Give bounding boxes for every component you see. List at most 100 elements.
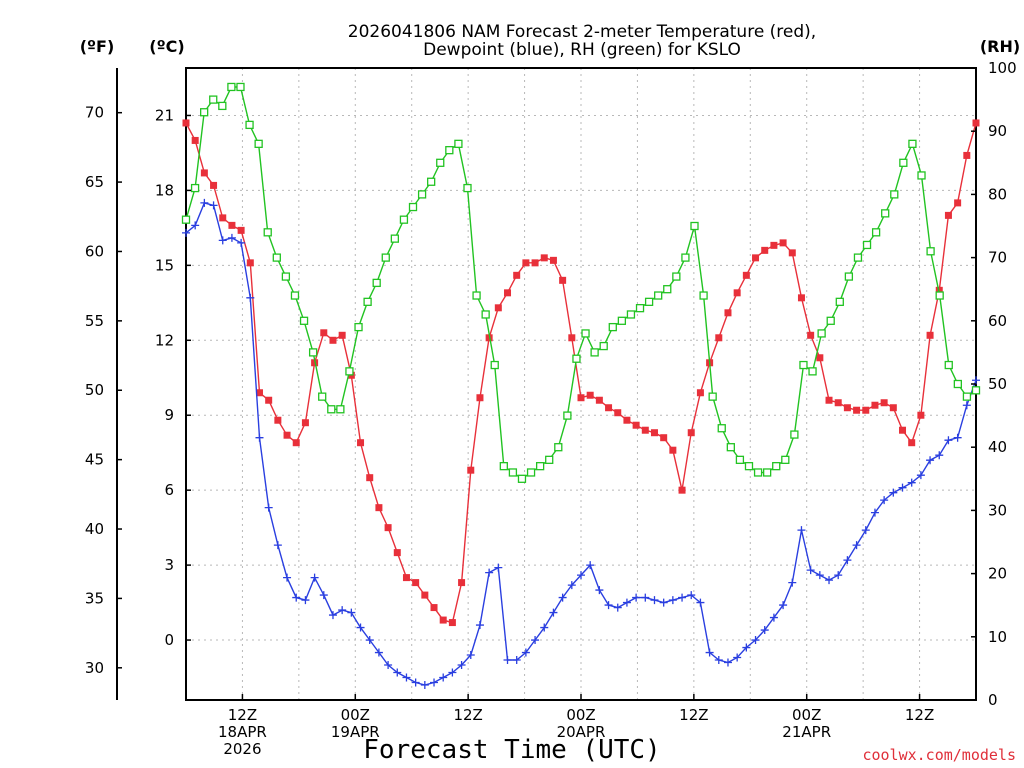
- data-point: [843, 404, 851, 412]
- data-point: [292, 593, 301, 602]
- data-point: [660, 434, 668, 442]
- data-point: [953, 379, 962, 389]
- x-tick-label: 00Z: [792, 706, 821, 724]
- data-point: [672, 272, 681, 281]
- data-point: [384, 524, 392, 532]
- data-point: [481, 310, 490, 319]
- data-point: [283, 431, 291, 439]
- data-point: [715, 334, 723, 342]
- data-point: [880, 399, 888, 407]
- data-point: [411, 678, 420, 687]
- rh-tick-label: 40: [988, 438, 1007, 456]
- dewpoint-series: [182, 198, 980, 690]
- data-point: [384, 661, 393, 670]
- data-point: [218, 236, 227, 245]
- data-point: [531, 259, 539, 267]
- data-point: [504, 289, 512, 297]
- data-point: [687, 429, 695, 437]
- data-point: [614, 409, 622, 417]
- data-point: [617, 316, 627, 325]
- data-point: [499, 462, 508, 471]
- data-point: [363, 297, 372, 306]
- rh-tick-label: 30: [988, 501, 1007, 519]
- data-point: [559, 276, 567, 284]
- data-point: [439, 673, 448, 682]
- data-point: [255, 389, 263, 397]
- data-point: [717, 424, 726, 433]
- data-point: [577, 571, 585, 580]
- data-point: [632, 421, 640, 429]
- 2-meter-temperature-line: [185, 122, 977, 624]
- data-point: [255, 433, 264, 442]
- data-point: [356, 623, 365, 632]
- data-point: [788, 249, 796, 257]
- data-point: [816, 354, 824, 362]
- data-point: [577, 394, 585, 402]
- rh-tick-label: 70: [988, 249, 1007, 267]
- data-point: [681, 253, 690, 262]
- data-point: [650, 429, 658, 437]
- data-point: [308, 348, 318, 357]
- celsius-tick-label: 9: [164, 406, 174, 424]
- data-point: [421, 591, 429, 599]
- data-point: [733, 289, 741, 297]
- data-point: [228, 221, 236, 229]
- rh-tick-label: 100: [988, 59, 1017, 77]
- data-point: [626, 310, 636, 319]
- data-point: [935, 291, 944, 300]
- data-point: [490, 360, 499, 370]
- celsius-tick-label: 3: [164, 556, 174, 574]
- fahrenheit-tick-label: 30: [85, 659, 104, 677]
- data-point: [663, 285, 672, 294]
- data-point: [944, 436, 953, 445]
- data-point: [200, 198, 209, 207]
- data-point: [954, 199, 962, 207]
- data-point: [436, 158, 445, 167]
- data-point: [807, 331, 815, 339]
- rh-axis-label: (RH): [980, 37, 1020, 56]
- rh-tick-label: 80: [988, 185, 1007, 203]
- data-point: [393, 668, 402, 677]
- data-point: [200, 108, 209, 117]
- fahrenheit-tick-label: 45: [85, 451, 104, 469]
- data-point: [808, 367, 817, 376]
- fahrenheit-tick-label: 55: [85, 312, 104, 330]
- data-point: [843, 556, 852, 565]
- data-point: [310, 573, 319, 582]
- data-point: [329, 336, 337, 344]
- plot-frame: [185, 67, 977, 701]
- data-point: [724, 309, 732, 317]
- data-point: [761, 246, 769, 254]
- data-point: [790, 430, 799, 439]
- x-tick-label: 20APR: [557, 723, 606, 741]
- data-point: [622, 598, 631, 607]
- data-point: [870, 508, 879, 517]
- fahrenheit-axis-label: (ºF): [80, 37, 115, 56]
- x-tick-label: 12Z: [905, 706, 934, 724]
- data-point: [246, 293, 255, 302]
- data-point: [779, 601, 788, 610]
- data-point: [458, 579, 466, 587]
- x-tick-label: 18APR: [218, 723, 267, 741]
- data-point: [696, 389, 704, 397]
- data-point: [972, 119, 980, 127]
- data-point: [898, 483, 907, 492]
- data-point: [871, 228, 881, 237]
- data-point: [572, 354, 581, 363]
- data-point: [714, 656, 723, 665]
- data-point: [567, 581, 576, 590]
- data-point: [540, 623, 549, 632]
- data-point: [264, 503, 273, 512]
- data-point: [299, 316, 309, 325]
- rh-tick-label: 20: [988, 565, 1007, 583]
- data-point: [427, 177, 436, 186]
- data-point: [545, 455, 554, 464]
- data-point: [944, 211, 952, 219]
- data-point: [826, 316, 835, 325]
- data-point: [853, 253, 863, 262]
- data-point: [871, 401, 879, 409]
- data-point: [899, 158, 908, 167]
- fahrenheit-tick-label: 70: [85, 104, 104, 122]
- data-point: [347, 608, 356, 617]
- data-point: [301, 596, 310, 605]
